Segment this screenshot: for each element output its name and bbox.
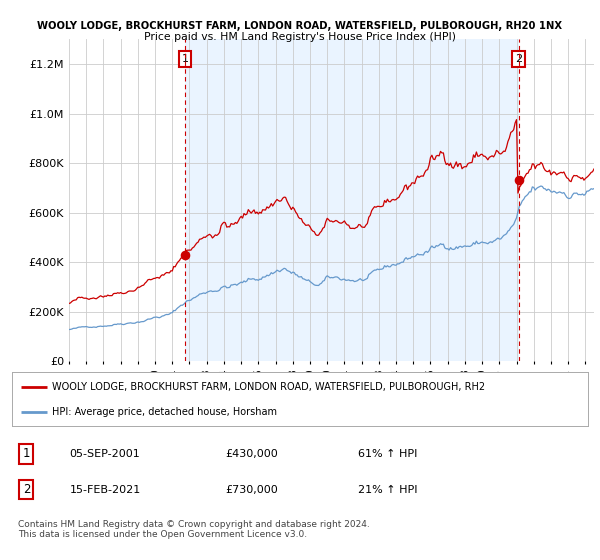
Text: 1: 1 (23, 447, 30, 460)
Text: £730,000: £730,000 (225, 484, 278, 494)
Text: Contains HM Land Registry data © Crown copyright and database right 2024.
This d: Contains HM Land Registry data © Crown c… (18, 520, 370, 539)
Point (514, 176, 523, 185)
Text: WOOLY LODGE, BROCKHURST FARM, LONDON ROAD, WATERSFIELD, PULBOROUGH, RH20 1NX: WOOLY LODGE, BROCKHURST FARM, LONDON ROA… (37, 21, 563, 31)
Text: WOOLY LODGE, BROCKHURST FARM, LONDON ROAD, WATERSFIELD, PULBOROUGH, RH2: WOOLY LODGE, BROCKHURST FARM, LONDON ROA… (52, 382, 485, 392)
Text: 2: 2 (23, 483, 30, 496)
Text: 1: 1 (182, 54, 188, 64)
Text: 15-FEB-2021: 15-FEB-2021 (70, 484, 141, 494)
Text: Price paid vs. HM Land Registry's House Price Index (HPI): Price paid vs. HM Land Registry's House … (144, 32, 456, 42)
Text: £430,000: £430,000 (225, 449, 278, 459)
Text: HPI: Average price, detached house, Horsham: HPI: Average price, detached house, Hors… (52, 407, 277, 417)
Point (181, 250, 190, 259)
Text: 05-SEP-2001: 05-SEP-2001 (70, 449, 140, 459)
Bar (185, 39, 518, 361)
Text: 2: 2 (515, 54, 522, 64)
Text: 61% ↑ HPI: 61% ↑ HPI (358, 449, 417, 459)
Text: 21% ↑ HPI: 21% ↑ HPI (358, 484, 417, 494)
